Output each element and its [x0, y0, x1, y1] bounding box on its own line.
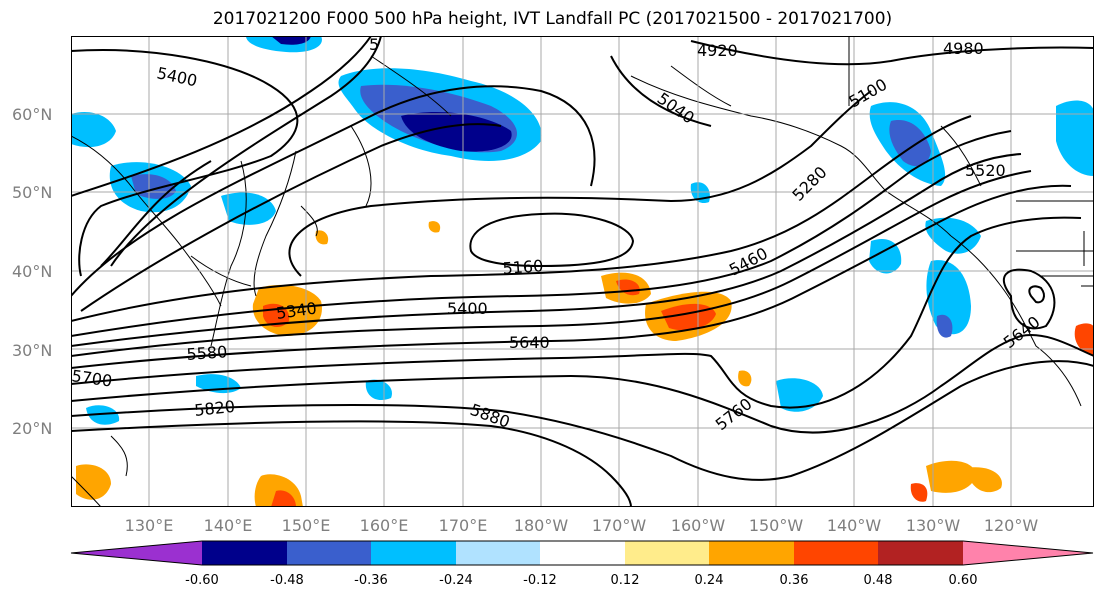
colorbar-tick-label: 0.60: [948, 573, 978, 588]
contour-label: 4920: [697, 41, 738, 60]
colorbar-segment: [456, 541, 540, 565]
contour-line: [71, 170, 1032, 357]
colorbar-segment: [540, 541, 625, 565]
colorbar-segment: [878, 541, 963, 565]
contour-label: 4980: [943, 39, 984, 58]
colorbar-tick-label: 0.48: [863, 573, 893, 588]
colorbar-tick-label: 0.36: [779, 573, 809, 588]
lon-label-140w: 140°W: [826, 516, 882, 535]
colorbar-tick-label: -0.24: [439, 573, 473, 588]
contour-line: [610, 55, 712, 127]
lat-label-60n: 60°N: [12, 105, 53, 124]
contour-line: [71, 216, 1082, 409]
contour-line: [71, 130, 1012, 337]
colorbar-tick-label: -0.12: [523, 573, 557, 588]
lon-label-150e: 150°E: [281, 516, 331, 535]
lon-label-160w: 160°W: [670, 516, 726, 535]
contour-line: [71, 115, 972, 322]
borders: [848, 36, 1094, 277]
lat-label-30n: 30°N: [12, 341, 53, 360]
colorbar-tick-label: -0.60: [185, 573, 219, 588]
map-border: [71, 36, 1094, 507]
colorbar-segment: [287, 541, 371, 565]
contour-line: [469, 212, 635, 268]
contour-line: [71, 184, 1072, 369]
contour-label: 5400: [447, 299, 488, 318]
colorbar-tick-label: 0.24: [694, 573, 724, 588]
contour-label: 5520: [965, 161, 1006, 180]
lon-label-170w: 170°W: [591, 516, 647, 535]
colorbar-segment: [709, 541, 794, 565]
contour-line: [71, 334, 1094, 434]
lon-label-120w: 120°W: [983, 516, 1039, 535]
colorbar-segment: [794, 541, 878, 565]
colorbar-segments: [70, 540, 1094, 566]
colorbar-segment: [71, 541, 202, 565]
contour-label: 5: [369, 36, 379, 54]
contour-line: [71, 420, 632, 507]
map-panel: 5400 4920 4980 5040 5100 5280 5520 5160 …: [71, 36, 1094, 507]
contour-line: [100, 160, 212, 267]
colorbar-segment: [963, 541, 1093, 565]
contour-line: [80, 123, 502, 312]
contour-label: 5580: [186, 342, 228, 364]
lon-label-130w: 130°W: [905, 516, 961, 535]
contour-line: [71, 49, 299, 277]
gridlines: [71, 36, 1094, 507]
lon-label-160e: 160°E: [359, 516, 409, 535]
lon-label-130e: 130°E: [124, 516, 174, 535]
positive-ivt-shading: [76, 221, 1094, 507]
lat-label-20n: 20°N: [12, 419, 53, 438]
contour-line: [110, 36, 382, 267]
contour-line: [71, 36, 372, 197]
negative-ivt-shading: [71, 36, 1094, 425]
lat-label-40n: 40°N: [12, 262, 53, 281]
colorbar-segment: [202, 541, 287, 565]
colorbar-tick-label: 0.12: [610, 573, 640, 588]
colorbar: [70, 540, 1094, 566]
colorbar-tick-label: -0.48: [270, 573, 304, 588]
contour-line: [71, 85, 596, 297]
colorbar-outline: [70, 540, 1094, 566]
contour-label: 5160: [502, 256, 544, 278]
lon-label-170e: 170°E: [438, 516, 488, 535]
contour-line: [288, 90, 872, 277]
height-contours: [71, 36, 1094, 507]
lat-label-50n: 50°N: [12, 183, 53, 202]
contour-label: 5640: [509, 333, 550, 352]
colorbar-segment: [371, 541, 456, 565]
lon-label-150w: 150°W: [748, 516, 804, 535]
lon-label-180w: 180°W: [513, 516, 569, 535]
lon-label-140e: 140°E: [203, 516, 253, 535]
map-title: 2017021200 F000 500 hPa height, IVT Land…: [212, 9, 893, 29]
contour-line: [690, 40, 1094, 66]
contour-line: [71, 153, 1022, 347]
contour-line: [71, 360, 1094, 481]
contour-label: 5820: [193, 397, 235, 420]
colorbar-tick-label: -0.36: [354, 573, 388, 588]
contour-line: [1028, 285, 1045, 304]
contour-line: [1002, 268, 1056, 330]
colorbar-segment: [625, 541, 709, 565]
